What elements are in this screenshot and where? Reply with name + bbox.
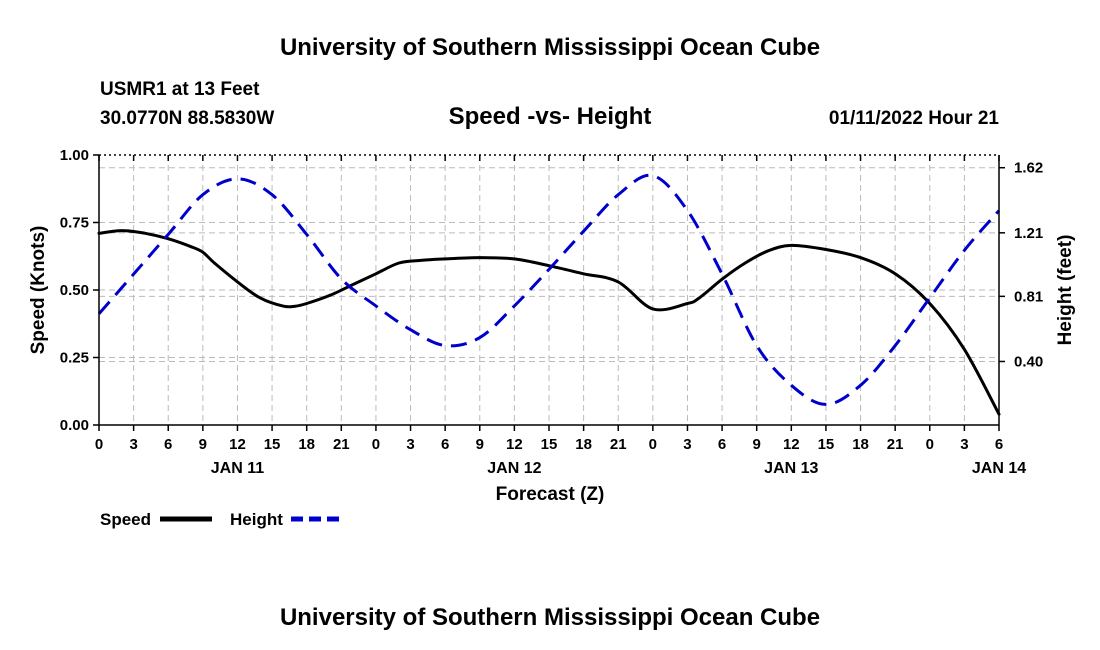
x-tick-label: 3 <box>129 436 137 453</box>
x-tick-label: 9 <box>753 436 761 453</box>
x-tick-label: 9 <box>199 436 207 453</box>
footer-title: University of Southern Mississippi Ocean… <box>280 604 820 631</box>
x-tick-label: 3 <box>406 436 414 453</box>
y-axis-right-label: Height (feet) <box>1055 235 1076 346</box>
x-tick-label: 6 <box>718 436 726 453</box>
station-coords: 30.0770N 88.5830W <box>100 108 274 129</box>
x-tick-label: 21 <box>610 436 627 453</box>
x-tick-label: 15 <box>264 436 281 453</box>
x-date-label: JAN 13 <box>764 460 818 477</box>
series-group <box>97 173 1001 416</box>
y-left-tick-label: 1.00 <box>60 147 89 164</box>
x-tick-label: 6 <box>164 436 172 453</box>
x-tick-label: 0 <box>926 436 934 453</box>
x-date-label: JAN 11 <box>211 460 264 477</box>
chart-subtitle: Speed -vs- Height <box>449 103 652 130</box>
axes <box>93 154 1005 431</box>
x-tick-label: 3 <box>683 436 691 453</box>
x-tick-label: 21 <box>887 436 904 453</box>
x-tick-label: 18 <box>852 436 869 453</box>
x-tick-label: 6 <box>995 436 1003 453</box>
x-tick-label: 0 <box>95 436 103 453</box>
x-tick-label: 12 <box>506 436 523 453</box>
x-tick-label: 0 <box>372 436 380 453</box>
y-right-tick-label: 0.40 <box>1014 353 1043 370</box>
y-left-tick-label: 0.50 <box>60 282 89 299</box>
y-right-tick-label: 1.62 <box>1014 160 1043 177</box>
series-line-speed <box>97 229 1001 416</box>
y-right-tick-label: 1.21 <box>1014 225 1043 242</box>
x-tick-label: 15 <box>818 436 835 453</box>
tick-labels: 0 3 6 9 12 15 18 21 0 3 6 9 12 15 18 21 0 3 6 9 12 15 18 21 0 3 6 J… <box>60 147 1043 477</box>
x-date-label: JAN 12 <box>487 460 541 477</box>
legend-label-height: Height <box>230 510 283 529</box>
series-line-height <box>97 173 1001 406</box>
y-right-tick-label: 0.81 <box>1014 288 1043 305</box>
legend: Speed Height <box>100 510 343 529</box>
y-left-tick-label: 0.00 <box>60 417 89 434</box>
y-left-tick-label: 0.25 <box>60 350 89 367</box>
y-left-tick-label: 0.75 <box>60 215 89 232</box>
page-title: University of Southern Mississippi Ocean… <box>280 34 820 61</box>
x-tick-label: 6 <box>441 436 449 453</box>
x-date-label: JAN 14 <box>972 460 1026 477</box>
x-tick-label: 21 <box>333 436 350 453</box>
x-tick-label: 9 <box>476 436 484 453</box>
y-axis-left-label: Speed (Knots) <box>28 226 49 355</box>
grid <box>99 155 999 425</box>
legend-label-speed: Speed <box>100 510 151 529</box>
x-axis-label: Forecast (Z) <box>496 484 605 505</box>
x-tick-label: 12 <box>229 436 246 453</box>
station-label: USMR1 at 13 Feet <box>100 79 260 100</box>
x-tick-label: 15 <box>541 436 558 453</box>
x-tick-label: 0 <box>649 436 657 453</box>
x-tick-label: 12 <box>783 436 800 453</box>
x-tick-label: 3 <box>960 436 968 453</box>
chart-datetime: 01/11/2022 Hour 21 <box>829 108 999 129</box>
x-tick-label: 18 <box>298 436 315 453</box>
x-tick-label: 18 <box>575 436 592 453</box>
